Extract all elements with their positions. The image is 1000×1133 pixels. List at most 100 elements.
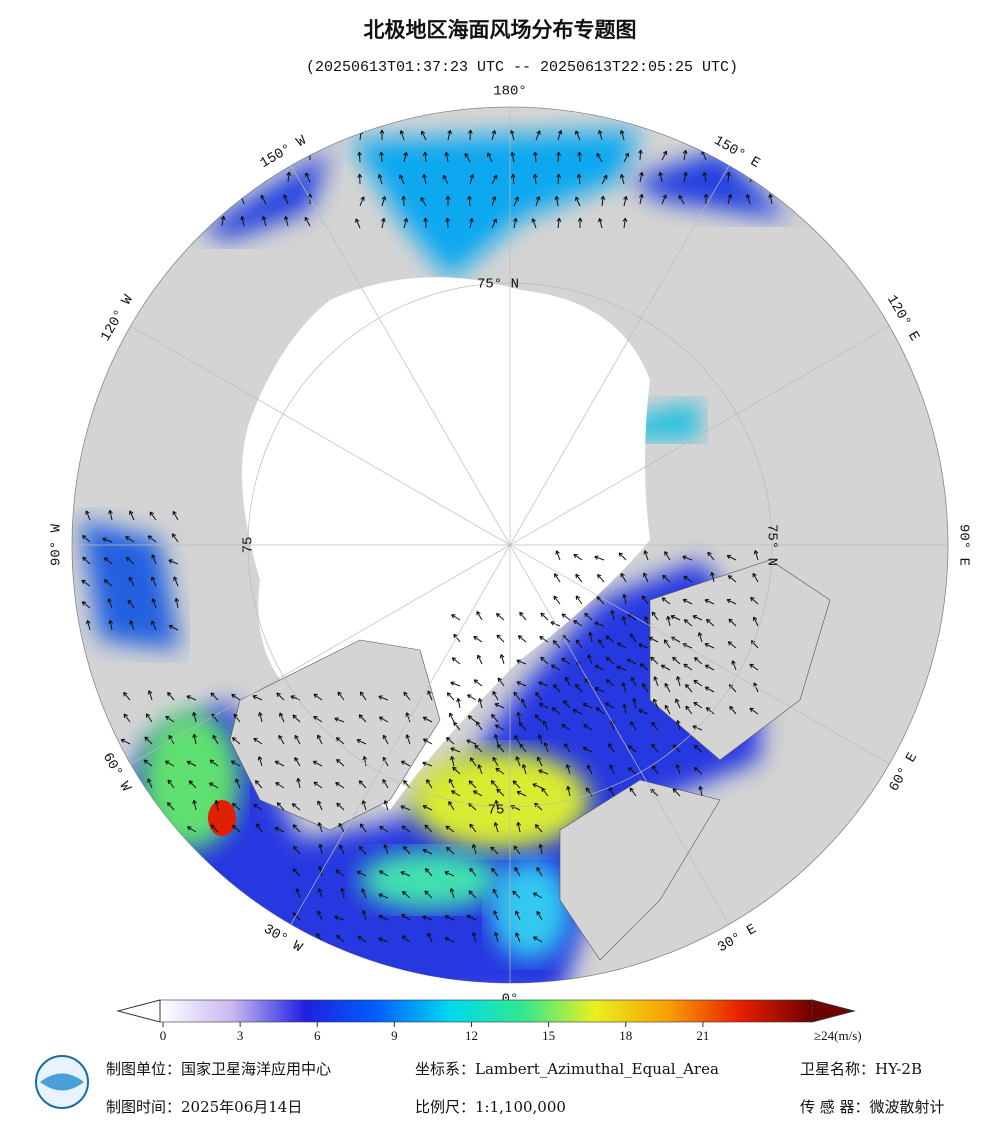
wind-arrow — [727, 194, 733, 205]
wind-arrow — [401, 825, 411, 833]
wind-arrow — [575, 573, 583, 583]
wind-arrow — [279, 712, 285, 723]
wind-arrow — [216, 150, 223, 161]
wind-arrow — [639, 193, 644, 205]
wind-arrow — [604, 702, 615, 709]
wind-arrow — [534, 714, 543, 723]
wind-arrow — [144, 736, 153, 745]
wind-arrow — [378, 716, 389, 723]
wind-arrow — [685, 683, 693, 693]
wind-arrow — [142, 827, 153, 833]
wind-arrow — [361, 910, 367, 921]
wind-arrow — [355, 218, 361, 229]
wind-arrow — [451, 657, 461, 665]
wind-arrow — [621, 682, 627, 693]
wind-arrow — [627, 745, 637, 753]
wind-arrow — [473, 679, 483, 687]
wind-arrow — [313, 715, 323, 723]
wind-arrow — [476, 610, 483, 621]
wind-arrow — [550, 664, 561, 671]
wind-arrow — [214, 799, 220, 811]
longitude-label: 90° E — [955, 524, 971, 566]
wind-patch — [360, 850, 500, 910]
wind-arrow — [293, 845, 301, 855]
wind-arrow — [231, 824, 241, 833]
wind-arrow — [750, 596, 759, 605]
wind-arrow — [469, 757, 477, 767]
wind-arrow — [448, 778, 455, 789]
wind-arrow — [276, 802, 285, 811]
map-unit: 制图单位：国家卫星海洋应用中心 — [106, 1060, 331, 1078]
wind-arrow — [676, 675, 681, 687]
wind-arrow — [595, 707, 605, 715]
wind-arrow — [275, 781, 285, 789]
wind-arrow — [557, 130, 563, 141]
wind-arrow — [401, 913, 411, 921]
wind-arrow — [513, 217, 518, 229]
wind-arrow — [729, 705, 737, 715]
wind-arrow — [335, 782, 345, 789]
meridian — [130, 325, 511, 546]
wind-arrow — [362, 755, 368, 767]
wind-arrow — [575, 595, 583, 605]
wind-arrow — [471, 844, 477, 855]
wind-arrow — [81, 535, 91, 543]
wind-arrow — [605, 635, 615, 643]
wind-arrow — [151, 554, 157, 565]
wind-arrow — [707, 551, 715, 561]
wind-arrow — [471, 932, 477, 943]
wind-arrow — [537, 734, 543, 745]
wind-arrow — [294, 757, 301, 767]
wind-arrow — [147, 535, 157, 543]
wind-arrow — [538, 769, 549, 775]
wind-arrow — [596, 596, 605, 605]
wind-arrow — [515, 910, 521, 921]
wind-arrow — [564, 676, 571, 687]
wind-arrow — [509, 130, 515, 141]
colorbar-min-arrow — [116, 999, 161, 1023]
wind-arrow — [496, 634, 505, 643]
colorbar-tick-label: 15 — [542, 1028, 555, 1043]
wind-arrow — [472, 790, 483, 797]
wind-arrow — [450, 681, 461, 687]
wind-arrow — [477, 764, 483, 775]
colorbar-ramp — [159, 999, 813, 1023]
wind-arrow — [336, 802, 345, 811]
colorbar-tick-label: 3 — [237, 1028, 244, 1043]
wind-arrow — [361, 888, 367, 899]
wind-arrow — [596, 152, 603, 163]
wind-patch — [208, 800, 236, 836]
wind-arrow — [358, 846, 367, 855]
wind-arrow — [531, 218, 537, 229]
wind-arrow — [445, 737, 455, 745]
wind-arrow — [422, 761, 433, 767]
wind-arrow — [491, 196, 497, 207]
wind-arrow — [698, 785, 703, 797]
wind-arrow — [444, 871, 455, 877]
wind-arrow — [108, 509, 113, 521]
wind-arrow — [381, 217, 386, 229]
wind-arrow — [540, 656, 549, 665]
colorbar-tick-label: 12 — [465, 1028, 478, 1043]
wind-arrow — [445, 195, 451, 207]
wind-arrow — [253, 737, 263, 745]
wind-arrow — [466, 739, 477, 745]
wind-arrow — [231, 737, 241, 745]
wind-arrow — [445, 825, 455, 833]
wind-arrow — [643, 572, 649, 583]
wind-arrow — [745, 194, 751, 205]
wind-arrow — [572, 708, 583, 715]
wind-arrow — [337, 691, 345, 701]
wind-arrow — [682, 149, 688, 161]
wind-arrow — [400, 871, 411, 877]
wind-arrow — [427, 690, 433, 701]
latitude-label: 75 — [488, 803, 505, 819]
wind-arrow — [168, 734, 175, 745]
wind-arrow — [128, 576, 135, 587]
wind-arrow — [704, 643, 715, 649]
wind-arrow — [422, 805, 433, 811]
wind-arrow — [495, 767, 505, 775]
wind-arrow — [450, 747, 461, 753]
wind-arrow — [199, 172, 205, 183]
wind-patch — [200, 150, 330, 240]
